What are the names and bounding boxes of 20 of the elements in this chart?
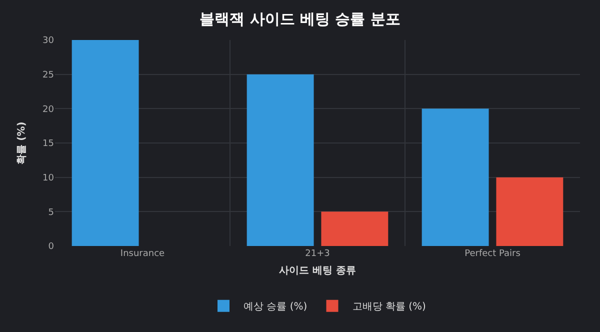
bar bbox=[321, 212, 388, 246]
legend-label: 예상 승률 (%) bbox=[244, 302, 308, 313]
bar bbox=[72, 40, 139, 246]
y-tick-label: 10 bbox=[42, 173, 54, 184]
x-axis-title: 사이드 베팅 종류 bbox=[279, 266, 356, 276]
y-tick-label: 30 bbox=[42, 36, 54, 46]
bar bbox=[422, 108, 489, 246]
y-tick-label: 20 bbox=[42, 104, 54, 115]
y-tick-label: 15 bbox=[42, 139, 54, 150]
bar bbox=[496, 177, 564, 246]
y-tick-label: 0 bbox=[48, 242, 54, 252]
legend-label: 고배당 확률 (%) bbox=[352, 302, 426, 313]
bar bbox=[246, 74, 314, 246]
x-tick-label: 21+3 bbox=[305, 249, 330, 259]
y-tick-label: 5 bbox=[48, 208, 54, 218]
y-axis-title: 확률 (%) bbox=[16, 122, 28, 164]
x-tick-label: Insurance bbox=[120, 249, 166, 259]
y-tick-label: 25 bbox=[42, 70, 54, 80]
x-tick-label: Perfect Pairs bbox=[464, 249, 521, 259]
chart-title: 블랙잭 사이드 베팅 승률 분포 bbox=[200, 10, 400, 28]
